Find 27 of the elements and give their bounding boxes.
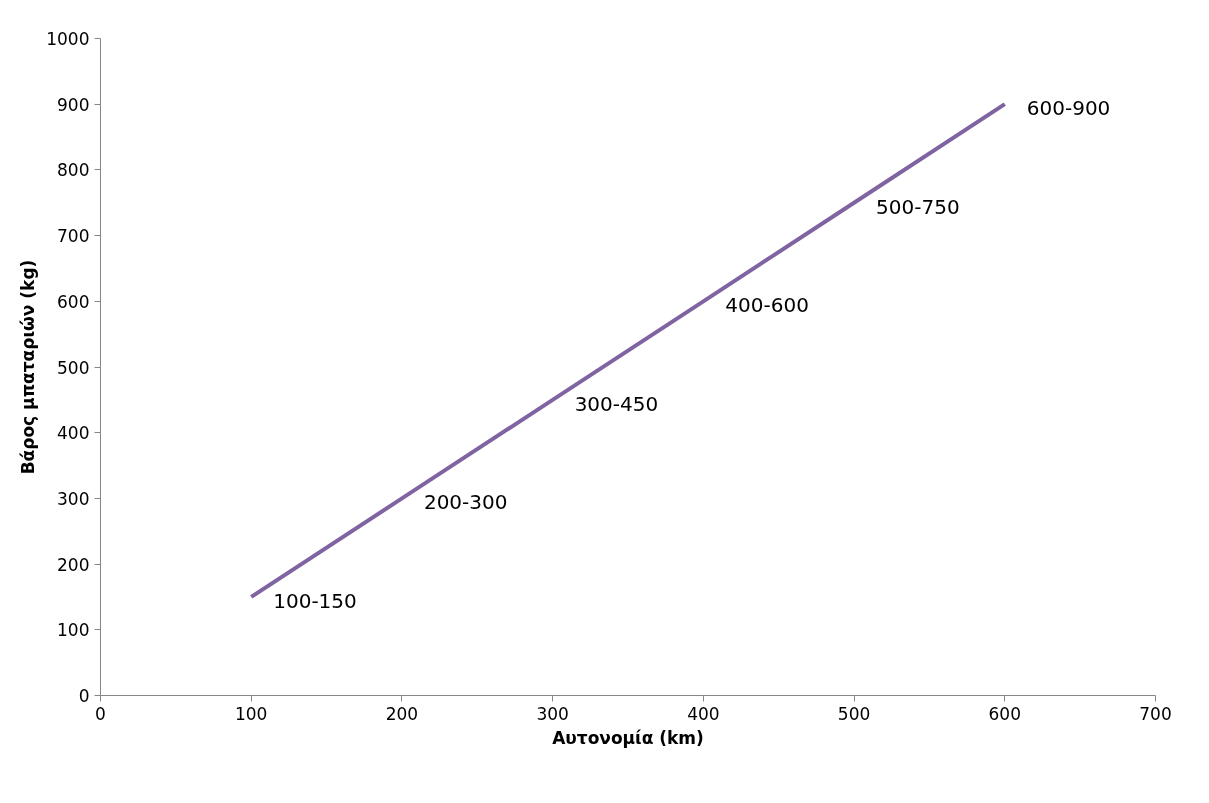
x-tick-label: 500 [837, 703, 871, 724]
y-tick-label: 500 [57, 357, 90, 378]
x-tick-label: 700 [1139, 703, 1172, 724]
data-label: 400-600 [725, 293, 809, 318]
y-tick-label: 200 [57, 554, 90, 575]
y-tick-label: 800 [57, 160, 90, 181]
y-tick-label: 600 [57, 291, 90, 312]
x-tick-label: 600 [988, 703, 1022, 724]
x-tick-label: 400 [687, 703, 720, 724]
x-axis-title: Αυτονομία (km) [552, 727, 704, 748]
x-tick-label: 200 [385, 703, 419, 724]
data-label: 300-450 [574, 391, 659, 416]
y-tick-label: 100 [57, 620, 90, 641]
y-axis-title: Βάρος μπαταριών (kg) [18, 259, 39, 475]
y-tick-label: 400 [57, 423, 90, 444]
x-tick-label: 300 [536, 703, 569, 724]
y-tick-label: 1000 [46, 29, 90, 49]
data-label: 600-900 [1026, 96, 1111, 121]
data-label: 200-300 [423, 490, 508, 515]
x-tick-label: 100 [234, 703, 268, 724]
data-label: 500-750 [876, 194, 960, 219]
y-tick-label: 0 [78, 686, 90, 706]
y-tick-label: 700 [57, 226, 90, 247]
y-tick-label: 300 [57, 488, 90, 509]
data-label: 100-150 [273, 588, 357, 613]
y-tick-label: 900 [57, 94, 90, 115]
x-tick-label: 0 [95, 703, 106, 724]
